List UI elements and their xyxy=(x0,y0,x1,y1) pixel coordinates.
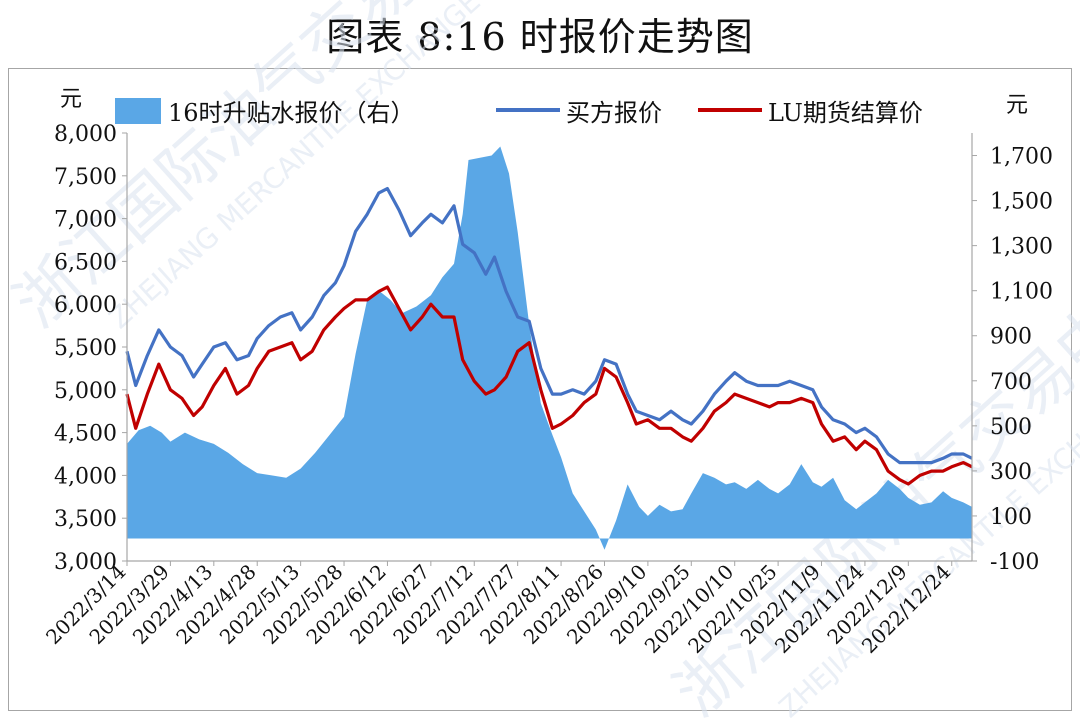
left-tick-label: 8,000 xyxy=(54,122,117,147)
right-tick-label: 1,100 xyxy=(990,280,1053,305)
left-tick-label: 5,500 xyxy=(54,336,117,361)
area-layer xyxy=(127,146,972,550)
series-line-lu xyxy=(125,285,973,486)
right-tick-label: 500 xyxy=(990,415,1032,440)
left-tick-label: 7,000 xyxy=(54,208,117,233)
chart-frame xyxy=(8,68,1072,711)
left-tick-label: 3,500 xyxy=(54,507,117,532)
left-tick-label: 4,000 xyxy=(54,464,117,489)
right-tick-label: 1,500 xyxy=(990,190,1053,215)
left-tick-label: 6,500 xyxy=(54,250,117,275)
right-tick-label: 1,700 xyxy=(990,145,1053,170)
right-tick-label: 300 xyxy=(990,460,1032,485)
legend-label-buyer: 买方报价 xyxy=(566,99,662,127)
chart-title: 图表 8:16 时报价走势图 xyxy=(326,15,754,59)
left-tick-label: 5,000 xyxy=(54,379,117,404)
left-tick-label: 6,000 xyxy=(54,293,117,318)
right-tick-label: 1,300 xyxy=(990,235,1053,260)
legend-label-lu: LU期货结算价 xyxy=(768,99,923,127)
right-tick-label: 700 xyxy=(990,370,1032,395)
right-tick-label: 900 xyxy=(990,325,1032,350)
right-axis-unit: 元 xyxy=(1006,93,1028,118)
legend-swatch-area xyxy=(115,98,161,124)
line-layer xyxy=(125,187,973,486)
right-tick-label: -100 xyxy=(990,550,1039,575)
legend-label-area: 16时升贴水报价（右） xyxy=(168,99,415,127)
left-axis-unit: 元 xyxy=(60,87,82,112)
legend: 16时升贴水报价（右） 买方报价 LU期货结算价 xyxy=(115,98,923,127)
left-tick-label: 4,500 xyxy=(54,422,117,447)
right-tick-label: 100 xyxy=(990,505,1032,530)
left-tick-label: 7,500 xyxy=(54,165,117,190)
series-area-premium xyxy=(127,146,972,550)
left-tick-label: 3,000 xyxy=(54,550,117,575)
series-line-buyer xyxy=(125,187,973,465)
